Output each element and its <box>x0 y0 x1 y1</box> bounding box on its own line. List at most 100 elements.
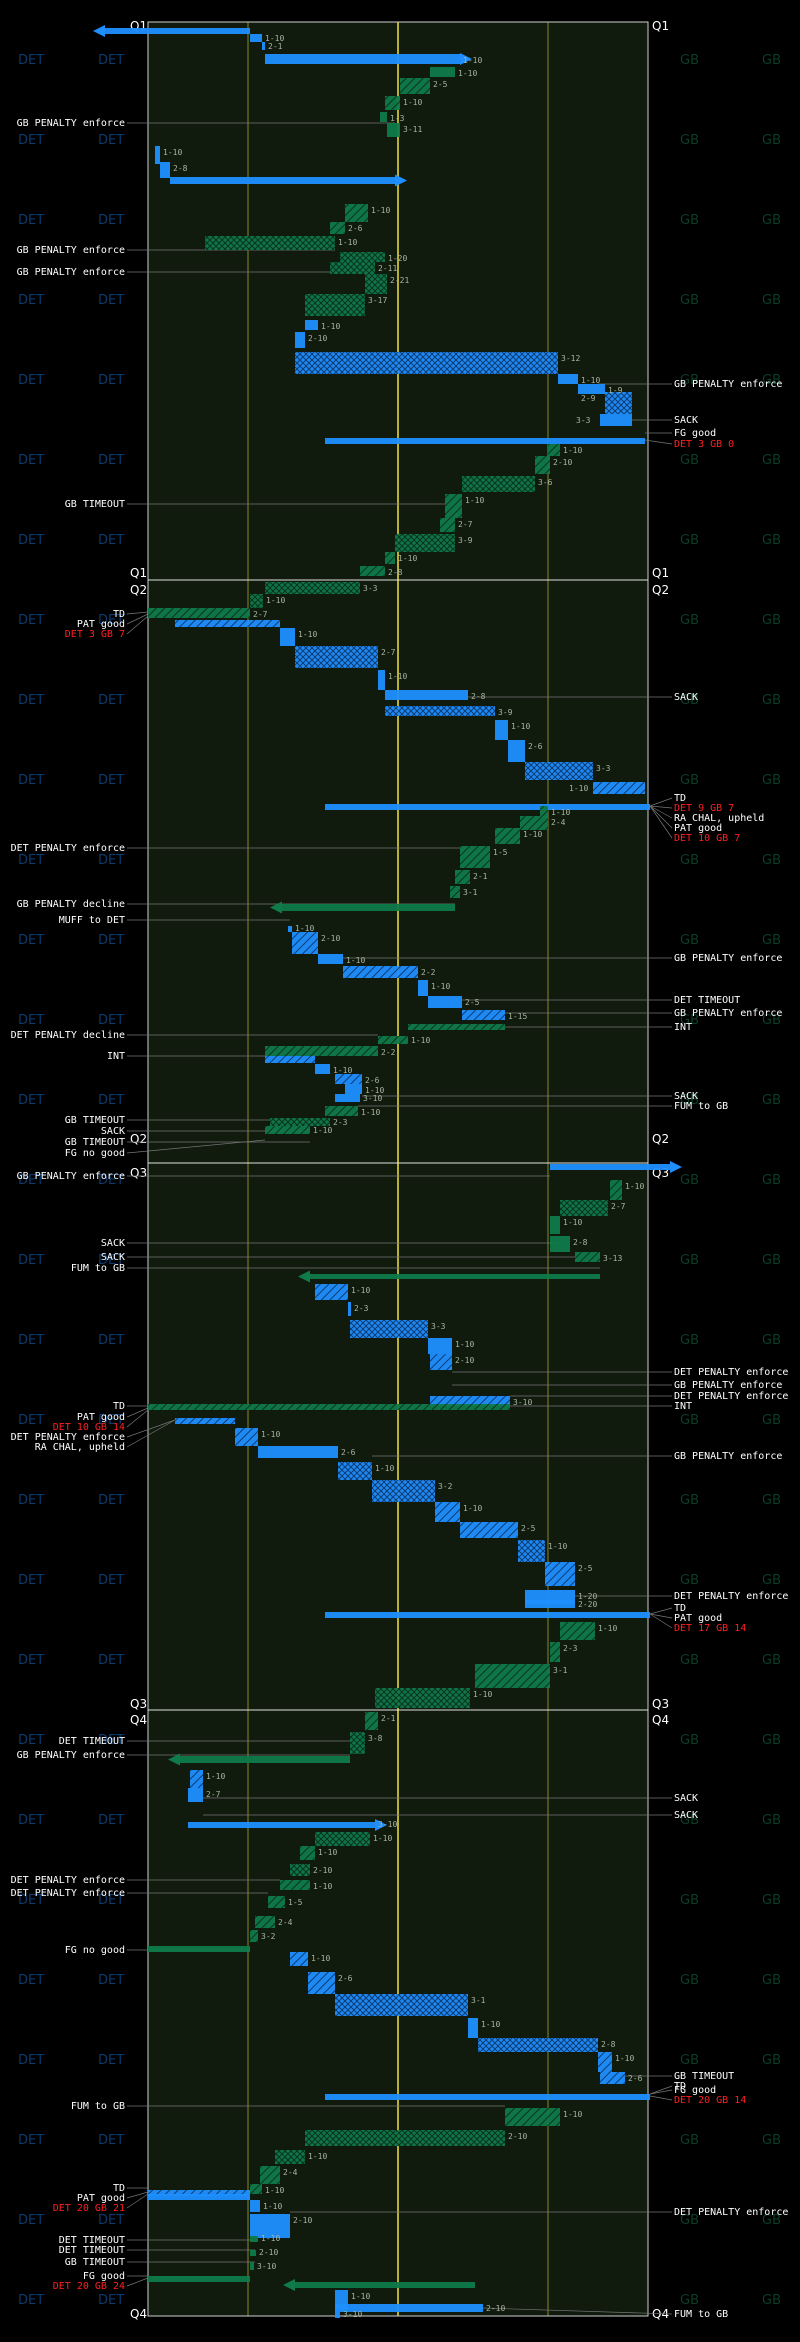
quarter-label-start: Q1 <box>652 19 669 33</box>
down-distance-label: 2-1 <box>381 1714 396 1723</box>
watermark-gb: GB <box>762 1973 781 1988</box>
event-label-right: GB TIMEOUT <box>674 2071 734 2082</box>
play-arrow-gb <box>298 1270 310 1283</box>
play-arrow-det <box>670 1161 682 1173</box>
down-distance-label: 2-1 <box>473 872 488 881</box>
event-label-left: SACK <box>101 1252 125 1263</box>
play-bar-gb <box>260 2166 280 2184</box>
watermark-det: DET <box>98 53 124 68</box>
watermark-gb: GB <box>680 1493 699 1508</box>
down-distance-label: 1-10 <box>338 238 357 247</box>
down-distance-label: 1-10 <box>625 1182 644 1191</box>
down-distance-label: 2-10 <box>455 1356 474 1365</box>
down-distance-labels: 1-102-11-101-102-51-101-33-111-102-81-10… <box>163 34 644 2319</box>
event-leader-left <box>126 1419 176 1438</box>
watermark-det: DET <box>18 613 44 628</box>
down-distance-label: 1-10 <box>263 2202 282 2211</box>
down-distance-label: 1-10 <box>563 2110 582 2119</box>
play-bar-gb <box>550 1642 560 1662</box>
watermark-det: DET <box>98 1973 124 1988</box>
play-bar-det <box>558 374 578 384</box>
watermark-gb: GB <box>762 2213 781 2228</box>
play-bar-gb <box>148 2276 250 2282</box>
down-distance-label: 1-10 <box>206 1772 225 1781</box>
watermark-gb: GB <box>762 1413 781 1428</box>
play-bar-gb <box>265 582 360 594</box>
play-bar-gb <box>610 1180 622 1200</box>
watermark-gb: GB <box>680 2213 699 2228</box>
event-label-right: DET TIMEOUT <box>674 995 740 1006</box>
watermark-det: DET <box>18 293 44 308</box>
down-distance-label: 2-4 <box>283 2168 298 2177</box>
play-bar-gb <box>445 494 462 518</box>
event-label-left: GB TIMEOUT <box>65 499 125 510</box>
down-distance-label: 1-20 <box>388 254 407 263</box>
down-distance-label: 1-10 <box>265 34 284 43</box>
watermark-det: DET <box>18 1493 44 1508</box>
watermark-det: DET <box>98 853 124 868</box>
down-distance-label: 1-10 <box>458 69 477 78</box>
play-bar-det <box>598 2052 612 2072</box>
play-bar-det <box>372 1480 435 1502</box>
play-bar-gb <box>408 1024 505 1030</box>
down-distance-label: 1-10 <box>261 2234 280 2243</box>
event-label-left: DET TIMEOUT <box>59 2235 125 2246</box>
watermark-gb: GB <box>680 453 699 468</box>
event-label-left: DET PENALTY decline <box>11 1030 125 1041</box>
watermark-gb: GB <box>680 1013 699 1028</box>
watermark-det: DET <box>98 2293 124 2308</box>
play-bar-gb <box>385 552 395 564</box>
event-leader-left <box>126 2191 149 2199</box>
down-distance-label: 3-11 <box>403 125 422 134</box>
play-bar-det <box>462 1010 505 1020</box>
watermark-det: DET <box>18 1653 44 1668</box>
down-distance-label: 3-2 <box>438 1482 453 1491</box>
down-distance-label: 2-4 <box>551 818 566 827</box>
play-bar-gb <box>290 1864 310 1876</box>
watermark-det: DET <box>18 2133 44 2148</box>
play-bar-gb <box>280 1880 310 1890</box>
down-distance-label: 2-10 <box>313 1866 332 1875</box>
event-label-left: FG good <box>83 2271 125 2282</box>
event-label-left: GB PENALTY enforce <box>17 1171 125 1182</box>
watermark-det: DET <box>18 373 44 388</box>
event-label-right: SACK <box>674 1810 698 1821</box>
play-bar-gb <box>395 534 455 552</box>
down-distance-label: 1-10 <box>266 596 285 605</box>
watermark-det: DET <box>18 133 44 148</box>
event-leader-left <box>126 1139 266 1154</box>
down-distance-label: 2-7 <box>458 520 473 529</box>
event-label-left: TD <box>113 1401 125 1412</box>
event-label-left: DET PENALTY enforce <box>11 843 125 854</box>
watermark-gb: GB <box>762 773 781 788</box>
down-distance-label: 2-7 <box>206 1790 221 1799</box>
quarter-label-end: Q3 <box>652 1697 669 1711</box>
play-bar-det <box>525 1600 575 1608</box>
event-label-left: FG no good <box>65 1148 125 1159</box>
event-leader-left <box>126 2277 149 2287</box>
event-leader-right <box>482 2307 673 2315</box>
watermark-gb: GB <box>762 1813 781 1828</box>
watermark-gb: GB <box>680 613 699 628</box>
down-distance-label: 1-10 <box>563 1218 582 1227</box>
watermark-gb: GB <box>680 213 699 228</box>
down-distance-label: 1-10 <box>361 1108 380 1117</box>
team-watermarks: DET DET GB GB DET DET GB GB DET DET GB GB DET DET GB GB… <box>18 53 781 2308</box>
event-label-left: GB PENALTY decline <box>17 899 125 910</box>
play-bar-det <box>148 2194 250 2200</box>
event-label-right: FUM to GB <box>674 2309 728 2320</box>
watermark-det: DET <box>18 1333 44 1348</box>
down-distance-label: 1-10 <box>318 1848 337 1857</box>
watermark-gb: GB <box>762 1573 781 1588</box>
watermark-gb: GB <box>680 53 699 68</box>
watermark-gb: GB <box>762 1653 781 1668</box>
watermark-det: DET <box>18 533 44 548</box>
event-label-right: PAT good <box>674 1613 722 1624</box>
quarter-label-end: Q4 <box>130 2307 147 2321</box>
event-leader-right <box>649 2095 673 2101</box>
play-bar-gb <box>310 1274 600 1279</box>
play-bar-det <box>280 628 295 646</box>
play-bar-gb <box>270 1118 330 1126</box>
event-label-right: GB PENALTY enforce <box>674 953 782 964</box>
